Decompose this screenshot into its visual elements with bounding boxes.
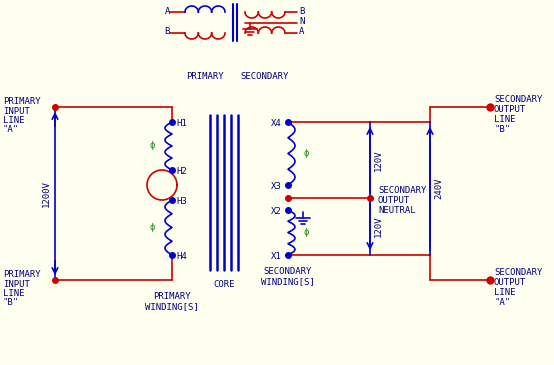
Text: PRIMARY: PRIMARY (186, 72, 224, 81)
Text: 240V: 240V (434, 178, 443, 199)
Text: N: N (299, 17, 304, 26)
Text: OUTPUT: OUTPUT (494, 278, 526, 287)
Text: SECONDARY: SECONDARY (378, 186, 427, 195)
Text: OUTPUT: OUTPUT (494, 105, 526, 114)
Text: H3: H3 (176, 197, 187, 206)
Text: PRIMARY: PRIMARY (3, 97, 40, 106)
Text: X4: X4 (271, 119, 282, 128)
Text: X3: X3 (271, 182, 282, 191)
Text: LINE: LINE (3, 116, 24, 125)
Text: SECONDARY: SECONDARY (494, 95, 542, 104)
Text: OUTPUT: OUTPUT (378, 196, 411, 205)
Text: NEUTRAL: NEUTRAL (378, 206, 416, 215)
Text: LINE: LINE (494, 288, 516, 297)
Text: PRIMARY: PRIMARY (153, 292, 191, 301)
Text: 120V: 120V (374, 216, 383, 237)
Text: "B": "B" (494, 125, 510, 134)
Text: 1200V: 1200V (42, 180, 50, 207)
Text: LINE: LINE (494, 115, 516, 124)
Text: WINDING[S]: WINDING[S] (145, 302, 199, 311)
Text: ϕ: ϕ (150, 142, 155, 150)
Text: INPUT: INPUT (3, 107, 30, 116)
Text: LINE: LINE (3, 289, 24, 298)
Text: "B": "B" (3, 298, 19, 307)
Text: PRIMARY: PRIMARY (3, 270, 40, 279)
Text: X1: X1 (271, 252, 282, 261)
Text: 120V: 120V (374, 149, 383, 171)
Text: H1: H1 (176, 119, 187, 128)
Text: A: A (165, 7, 170, 15)
Text: "A": "A" (494, 298, 510, 307)
Text: WINDING[S]: WINDING[S] (261, 277, 315, 286)
Text: A: A (299, 27, 304, 36)
Text: SECONDARY: SECONDARY (264, 267, 312, 276)
Text: ϕ: ϕ (150, 223, 155, 232)
Text: "A": "A" (3, 125, 19, 134)
Text: H4: H4 (176, 252, 187, 261)
Text: H2: H2 (176, 167, 187, 176)
Text: INPUT: INPUT (3, 280, 30, 289)
Text: X2: X2 (271, 207, 282, 216)
Text: SECONDARY: SECONDARY (494, 268, 542, 277)
Text: SECONDARY: SECONDARY (241, 72, 289, 81)
Text: B: B (299, 7, 304, 15)
Text: ϕ: ϕ (303, 228, 309, 237)
Text: B: B (165, 27, 170, 36)
Text: ϕ: ϕ (303, 149, 309, 158)
Text: CORE: CORE (213, 280, 235, 289)
